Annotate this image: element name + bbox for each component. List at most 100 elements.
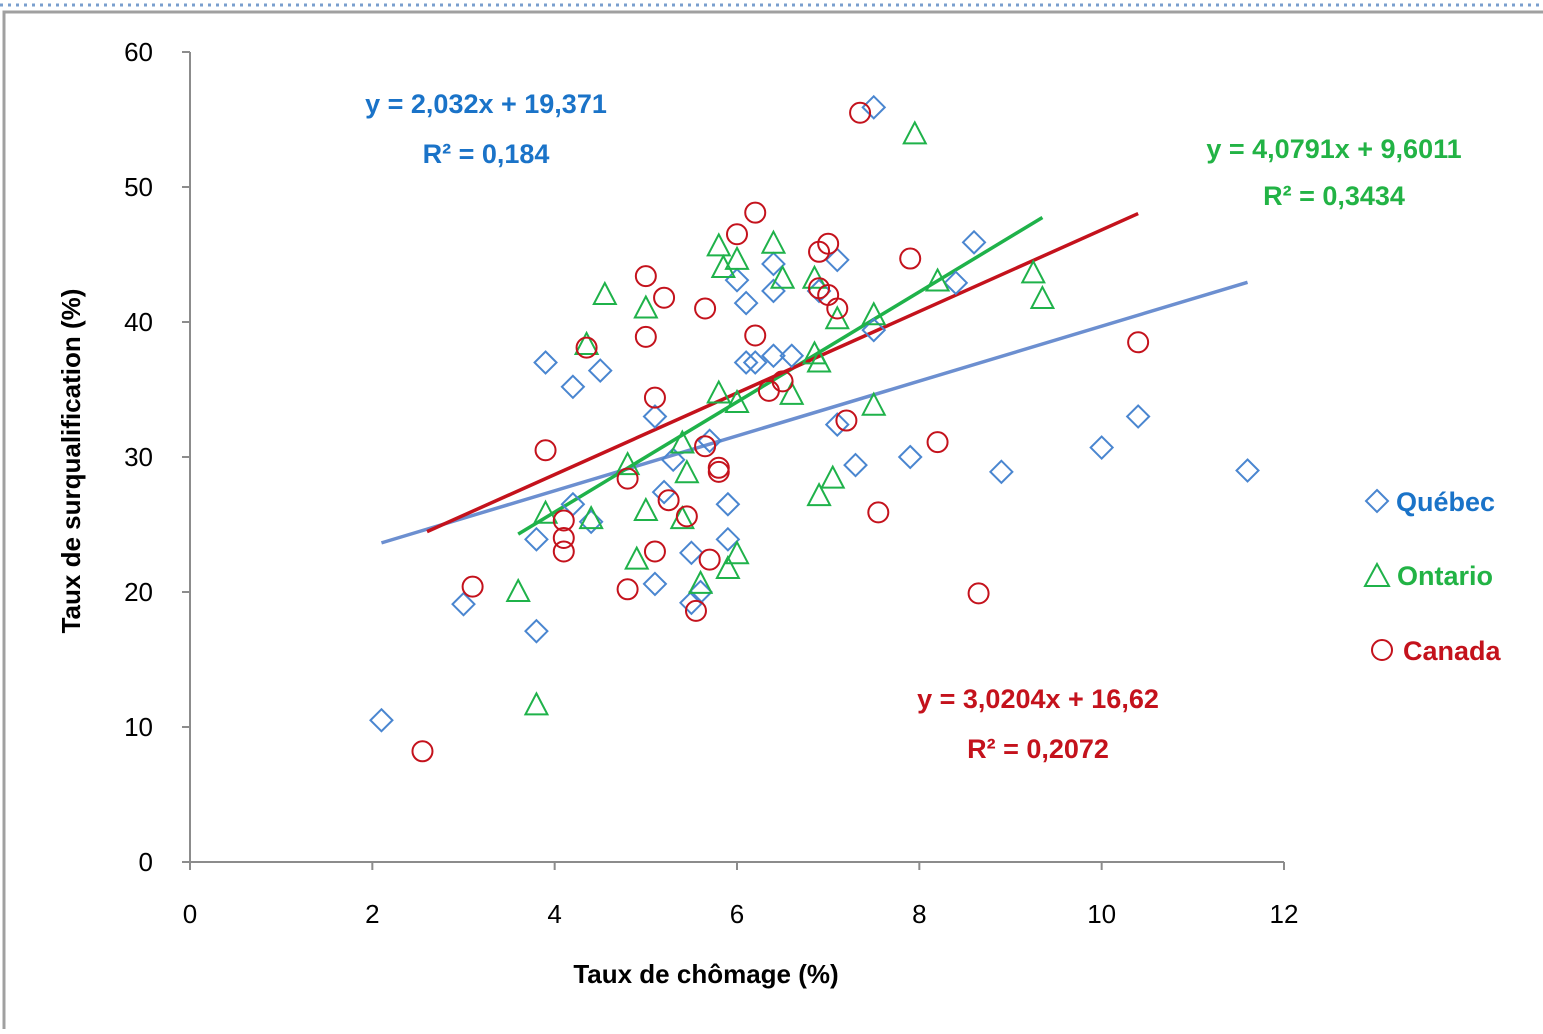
- diamond-point: [715, 491, 741, 517]
- triangle-point: [924, 267, 951, 292]
- circle-point: [643, 386, 666, 409]
- triangle-point: [706, 232, 732, 257]
- diamond-point: [642, 404, 668, 429]
- triangle-point: [674, 459, 700, 484]
- x-tick-label: 12: [1270, 899, 1299, 929]
- axes: 0 10 20 30 40 50 60 0 2 4 6 8 10 12: [124, 37, 1298, 929]
- triangle-point: [715, 554, 741, 580]
- diamond-point: [660, 447, 686, 473]
- canada-equation: y = 3,0204x + 16,62: [917, 684, 1159, 714]
- triangle-point: [505, 577, 531, 602]
- x-tick-label: 0: [183, 899, 197, 929]
- legend-item-quebec: Québec: [1364, 487, 1495, 517]
- triangle-point: [633, 496, 659, 521]
- diamond-point: [679, 590, 704, 616]
- diamond-point: [861, 317, 887, 343]
- circle-point: [826, 297, 849, 320]
- diamond-point: [724, 267, 750, 293]
- circle-point: [552, 540, 575, 563]
- triangle-point: [624, 545, 650, 570]
- diamond-point: [451, 591, 476, 617]
- circle-point: [461, 575, 484, 598]
- legend-circle-icon: [1371, 639, 1393, 661]
- x-tick-label: 8: [912, 899, 926, 929]
- triangle-point: [614, 450, 641, 476]
- triangle-point: [779, 380, 805, 405]
- triangle-point: [687, 569, 714, 594]
- circle-point: [744, 201, 767, 224]
- y-tick-label: 60: [124, 37, 153, 67]
- triangle-point: [820, 464, 846, 489]
- circle-point: [771, 370, 794, 393]
- circle-point: [684, 599, 707, 622]
- y-tick-label: 10: [124, 712, 153, 742]
- triangle-point: [1020, 259, 1046, 284]
- triangle-point: [573, 330, 600, 355]
- triangle-point: [769, 264, 796, 289]
- diamond-point: [742, 350, 768, 375]
- trendline-diamond: [380, 280, 1249, 545]
- legend: Québec Ontario Canada: [1363, 487, 1502, 666]
- data-points: [369, 94, 1260, 763]
- diamond-point: [1125, 404, 1151, 429]
- diamond-point: [524, 526, 549, 552]
- triangle-point: [1029, 284, 1056, 310]
- circle-point: [698, 548, 721, 571]
- diamond-point: [824, 412, 850, 438]
- circle-point: [411, 740, 434, 763]
- diamond-point: [587, 358, 613, 384]
- diamond-point: [824, 247, 850, 273]
- diamond-point: [988, 459, 1014, 485]
- circle-point: [616, 578, 639, 601]
- circle-point: [534, 439, 557, 462]
- circle-point: [707, 460, 730, 483]
- legend-label-quebec: Québec: [1396, 487, 1495, 517]
- legend-item-canada: Canada: [1371, 636, 1502, 666]
- x-axis-title: Taux de chômage (%): [573, 959, 838, 989]
- legend-diamond-icon: [1364, 488, 1390, 514]
- circle-point: [899, 247, 922, 270]
- canada-r2: R² = 0,2072: [967, 734, 1109, 764]
- circle-point: [694, 435, 717, 458]
- circle-point: [707, 456, 730, 479]
- circle-point: [849, 101, 872, 124]
- trendlines: [380, 211, 1249, 545]
- triangle-point: [523, 691, 550, 716]
- circle-point: [744, 324, 767, 347]
- circle-point: [967, 582, 990, 605]
- legend-triangle-icon: [1363, 561, 1391, 587]
- chart-area-border: [2, 10, 1543, 1034]
- diamond-point: [897, 444, 923, 470]
- triangle-point: [669, 429, 695, 454]
- diamond-point: [733, 350, 759, 375]
- circle-point: [552, 527, 575, 549]
- circle-point: [616, 467, 639, 490]
- circle-point: [634, 265, 657, 288]
- triangle-point: [861, 391, 887, 416]
- y-tick-label: 20: [124, 577, 153, 607]
- diamond-point: [843, 452, 868, 478]
- diamond-point: [524, 618, 549, 644]
- diamond-point: [943, 270, 969, 296]
- triangle-point: [724, 245, 750, 270]
- quebec-equation: y = 2,032x + 19,371: [365, 89, 607, 119]
- circle-point: [653, 286, 676, 309]
- y-tick-label: 40: [124, 307, 153, 337]
- circle-point: [675, 505, 698, 528]
- diamond-point: [533, 350, 558, 375]
- triangle-point: [706, 379, 732, 404]
- x-tick-label: 10: [1087, 899, 1116, 929]
- y-tick-label: 50: [124, 172, 153, 202]
- y-tick-label: 0: [139, 847, 153, 877]
- diamond-point: [961, 229, 987, 255]
- diamond-point: [1089, 435, 1115, 460]
- trendline-circle: [426, 211, 1139, 534]
- circle-point: [835, 409, 858, 432]
- y-tick-label: 30: [124, 442, 153, 472]
- x-tick-label: 6: [730, 899, 744, 929]
- diamond-point: [733, 290, 759, 316]
- triangle-point: [532, 499, 559, 524]
- circle-point: [552, 509, 575, 532]
- diamond-point: [761, 343, 786, 369]
